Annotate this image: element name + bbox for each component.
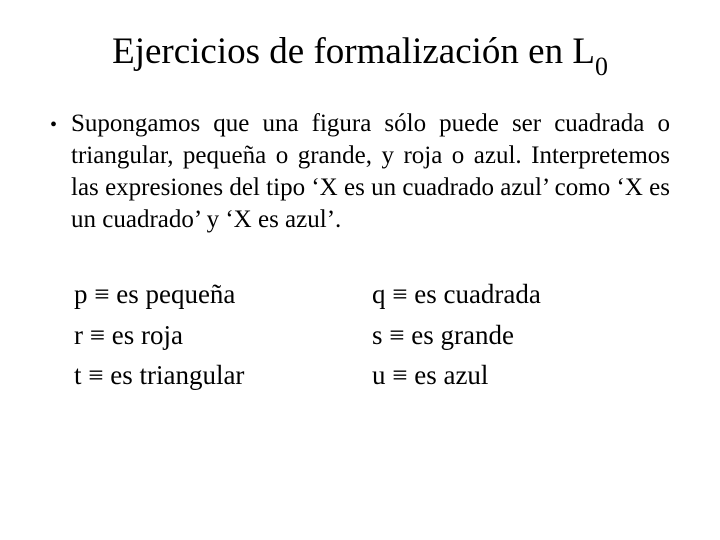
definitions-right-col: q ≡ es cuadrada s ≡ es grande u ≡ es azu… bbox=[372, 274, 670, 396]
definitions: p ≡ es pequeña r ≡ es roja t ≡ es triang… bbox=[74, 274, 670, 396]
slide-title: Ejercicios de formalización en L0 bbox=[40, 30, 680, 78]
bullet-dot-icon: • bbox=[50, 110, 57, 140]
def-line: q ≡ es cuadrada bbox=[372, 274, 670, 315]
bullet-text: Supongamos que una figura sólo puede ser… bbox=[71, 108, 670, 236]
slide: Ejercicios de formalización en L0 • Supo… bbox=[0, 0, 720, 540]
def-line: u ≡ es azul bbox=[372, 355, 670, 396]
def-line: s ≡ es grande bbox=[372, 315, 670, 356]
definitions-left-col: p ≡ es pequeña r ≡ es roja t ≡ es triang… bbox=[74, 274, 372, 396]
title-text: Ejercicios de formalización en L bbox=[112, 31, 595, 72]
def-line: r ≡ es roja bbox=[74, 315, 372, 356]
def-line: t ≡ es triangular bbox=[74, 355, 372, 396]
title-subscript: 0 bbox=[595, 52, 608, 81]
bullet-item: • Supongamos que una figura sólo puede s… bbox=[50, 108, 670, 236]
def-line: p ≡ es pequeña bbox=[74, 274, 372, 315]
